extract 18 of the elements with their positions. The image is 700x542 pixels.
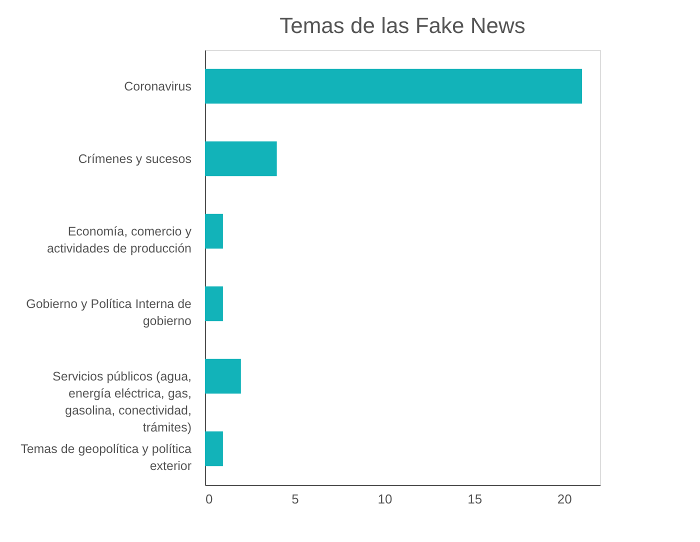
y-tick-label: Gobierno y Política Interna de gobierno	[26, 296, 192, 328]
chart-title: Temas de las Fake News	[280, 13, 526, 38]
x-tick-label: 15	[468, 492, 482, 506]
bar	[205, 68, 582, 104]
bar	[205, 431, 223, 466]
bar	[205, 358, 241, 394]
x-tick-label: 0	[206, 492, 213, 506]
x-tick-label: 10	[378, 492, 392, 506]
y-tick-label: Servicios públicos (agua, energía eléctrica, gas, gasolina, conectividad, trámites)	[52, 369, 192, 434]
y-tick-label: Coronavirus	[124, 79, 192, 94]
y-tick-label: Crímenes y sucesos	[78, 152, 192, 166]
y-tick-label: Economía, comercio y actividades de producción	[46, 224, 192, 256]
bar	[205, 286, 223, 322]
x-tick-label: 5	[292, 492, 299, 506]
x-tick-label: 20	[557, 492, 572, 506]
bar	[205, 214, 223, 249]
bar	[205, 141, 277, 176]
y-tick-label: Temas de geopolítica y política exterior	[20, 442, 192, 473]
